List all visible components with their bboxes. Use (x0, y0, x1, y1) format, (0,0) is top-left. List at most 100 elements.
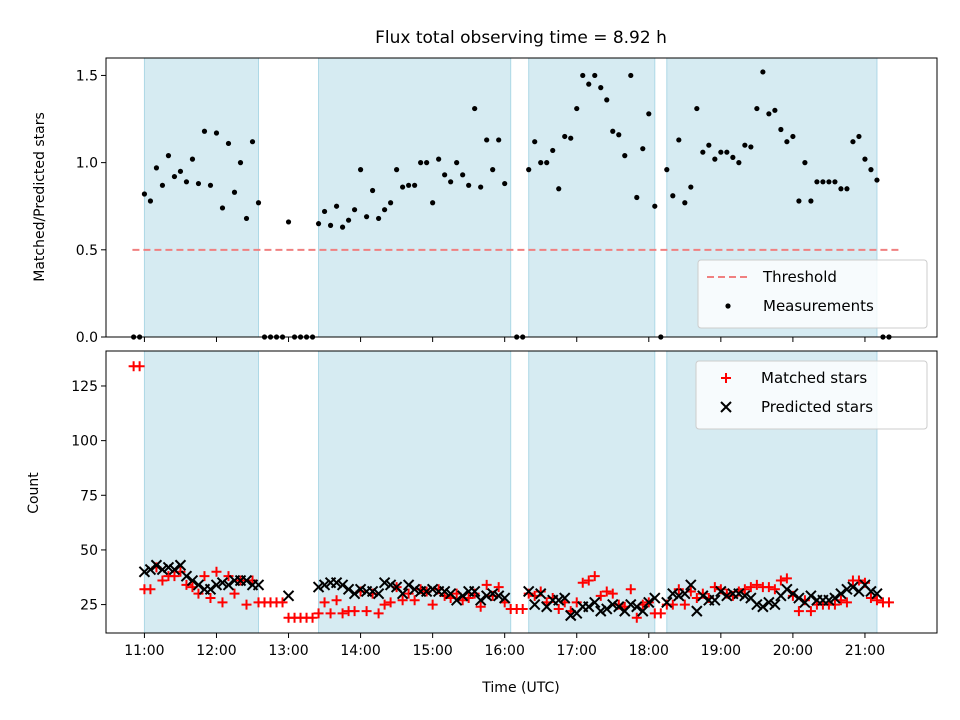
measurement-point (436, 156, 442, 162)
matched-stars-point (763, 582, 774, 593)
predicted-stars-point (240, 574, 253, 587)
matched-stars-point (601, 586, 612, 597)
measurement-point (225, 140, 232, 147)
measurement-point (580, 72, 586, 79)
predicted-stars-point (342, 583, 355, 595)
measurement-point (730, 154, 736, 160)
measurement-point (538, 160, 544, 166)
measurement-point (724, 149, 730, 155)
predicted-stars-point (805, 590, 817, 602)
legend-label: Measurements (763, 297, 874, 315)
x-axis-label: Time (UTC) (481, 680, 559, 696)
measurement-point (472, 105, 478, 112)
measurement-point (448, 179, 454, 185)
y-tick-label: 75 (80, 488, 98, 504)
measurement-point (201, 128, 208, 134)
matched-stars-point (709, 582, 720, 593)
measurement-point (586, 81, 592, 87)
bottom-panel: 25 50 75 100 125 11:00 12:00 13:00 14:00 15:00 16:… (71, 350, 938, 659)
legend-label: Matched stars (761, 369, 867, 387)
measurement-point (808, 198, 814, 204)
matched-stars-point (199, 571, 210, 582)
predicted-stars-point (222, 579, 235, 591)
measurement-point (406, 182, 412, 188)
measurement-point (664, 167, 670, 173)
measurement-point (159, 182, 166, 188)
matched-stars-point (571, 597, 582, 608)
matched-stars-point (589, 571, 600, 582)
measurement-point (832, 179, 838, 185)
x-tick-label: 17:00 (557, 643, 597, 659)
predicted-stars-point (529, 598, 541, 611)
predicted-stars-point (871, 587, 883, 600)
predicted-stars-point (661, 596, 673, 609)
measurement-point (790, 133, 796, 140)
measurement-point (736, 160, 742, 166)
predicted-stars-point (138, 566, 151, 578)
measurement-point (400, 184, 406, 190)
measurement-point (502, 180, 508, 187)
measurement-point (562, 133, 568, 140)
matched-stars-point (553, 603, 564, 614)
measurement-point (327, 222, 334, 228)
measurement-point (802, 160, 808, 166)
predicted-stars-point (763, 596, 775, 609)
predicted-stars-point (156, 563, 169, 576)
measurement-point (141, 191, 148, 197)
predicted-stars-point (420, 585, 433, 598)
matched-stars-point (751, 579, 762, 590)
x-tick-label: 11:00 (124, 643, 164, 659)
measurement-point (412, 182, 418, 188)
matched-stars-point (319, 597, 330, 608)
y-tick-label: 125 (71, 379, 98, 395)
y-tick-label: 1.0 (76, 156, 98, 172)
top-panel: 0.0 0.5 1.0 1.5 Threshold Measurements (76, 57, 938, 346)
matched-stars-point (769, 584, 780, 595)
measurement-point (742, 142, 748, 148)
predicted-stars-point (402, 579, 415, 591)
legend-marker-dot (725, 303, 731, 309)
predicted-stars-point (450, 594, 463, 606)
measurement-point (363, 214, 370, 220)
matched-stars-point (181, 579, 192, 590)
matched-stars-point (397, 595, 408, 606)
legend-label: Predicted stars (761, 398, 873, 416)
predicted-stars-point (637, 605, 649, 617)
predicted-stars-point (583, 601, 595, 613)
predicted-stars-point (438, 585, 451, 598)
predicted-stars-point (679, 587, 691, 600)
predicted-stars-point (372, 587, 385, 600)
measurement-point (237, 160, 244, 166)
legend-box (695, 360, 928, 430)
matched-stars-point (517, 603, 528, 614)
matched-stars-point (229, 588, 240, 599)
predicted-stars-point (348, 587, 361, 600)
measurement-point (826, 179, 832, 185)
predicted-stars-point (823, 594, 835, 606)
measurement-point (856, 133, 862, 140)
predicted-stars-point (559, 592, 571, 604)
measurement-point (171, 173, 178, 180)
matched-stars-point (403, 588, 414, 599)
axes-frame (105, 350, 938, 634)
measurement-point (682, 200, 688, 206)
matched-stars-point (427, 599, 438, 610)
predicted-stars-point (685, 579, 697, 591)
measurement-point (375, 215, 382, 222)
matched-stars-point (865, 593, 876, 604)
matched-stars-point (679, 599, 690, 610)
measurement-point (874, 177, 880, 183)
measurement-point (388, 200, 394, 206)
y-tick-label: 1.5 (76, 68, 98, 84)
matched-stars-point (775, 575, 786, 586)
measurement-point (634, 194, 640, 201)
measurement-point (850, 139, 856, 145)
matched-stars-point (217, 597, 228, 608)
measurement-point (814, 179, 820, 185)
shaded-interval (144, 351, 259, 633)
measurement-point (616, 132, 622, 138)
matched-stars-point (223, 571, 234, 582)
measurement-point (784, 139, 790, 145)
measurement-point (496, 137, 502, 143)
